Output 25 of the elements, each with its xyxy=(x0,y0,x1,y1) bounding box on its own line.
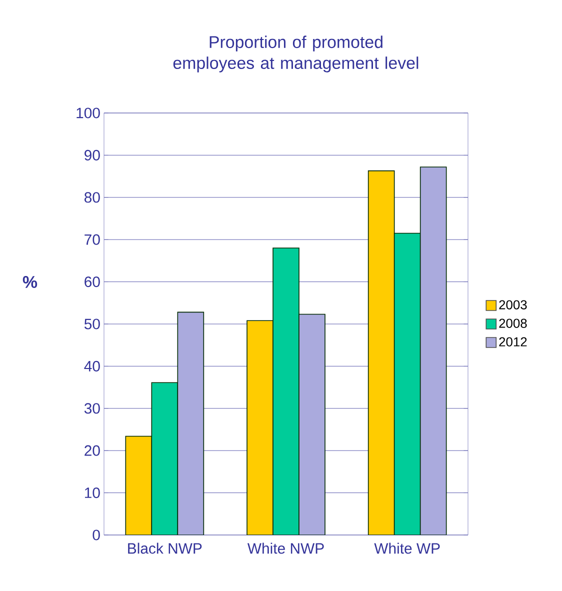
chart-title: Proportion of promoted employees at management level xyxy=(173,36,418,72)
bar xyxy=(272,248,300,535)
bar xyxy=(420,166,447,535)
y-tick-label: 70 xyxy=(84,234,100,245)
bar xyxy=(177,312,204,535)
y-tick-label: 30 xyxy=(84,403,100,414)
bar xyxy=(394,232,421,535)
y-tick-label: 90 xyxy=(84,150,100,160)
x-tick-label: Black NWP xyxy=(128,542,202,554)
y-tick-label: 20 xyxy=(84,445,100,456)
bar xyxy=(151,382,178,535)
y-tick-label: 50 xyxy=(84,318,100,330)
legend-label: 2012 xyxy=(499,337,527,346)
y-tick-label: 100 xyxy=(76,108,100,118)
x-tick-label: White NWP xyxy=(247,542,324,554)
y-tick-label: 60 xyxy=(84,276,100,288)
y-tick-label: 0 xyxy=(92,530,100,540)
y-axis-title: % xyxy=(22,276,38,288)
y-tick-label: 40 xyxy=(84,360,100,372)
y-tick-label: 10 xyxy=(85,488,100,498)
legend-label: 2003 xyxy=(499,300,527,310)
y-tick-label: 80 xyxy=(84,192,100,203)
x-tick-label: White WP xyxy=(374,542,440,554)
legend-label: 2008 xyxy=(499,318,527,328)
bar xyxy=(298,314,326,535)
